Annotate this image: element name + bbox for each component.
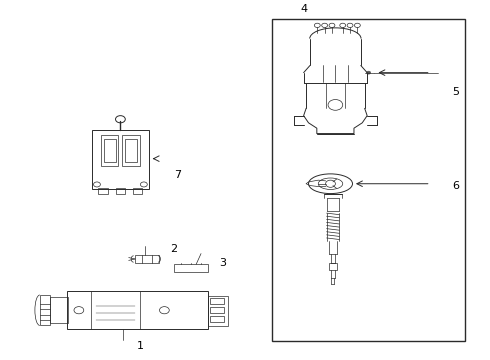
Bar	[98, 188, 108, 194]
Bar	[210, 298, 224, 305]
Text: 5: 5	[453, 87, 460, 97]
Bar	[49, 297, 68, 324]
Bar	[174, 264, 208, 271]
Bar	[67, 291, 208, 329]
Bar	[329, 263, 337, 270]
Text: 7: 7	[174, 170, 181, 180]
Bar	[101, 135, 119, 166]
Bar	[272, 19, 465, 341]
Text: 4: 4	[300, 4, 307, 14]
Bar	[40, 295, 49, 325]
Text: 6: 6	[453, 180, 460, 190]
Bar	[210, 307, 224, 314]
Bar	[210, 316, 224, 323]
Text: 2: 2	[171, 244, 178, 253]
Bar	[135, 255, 159, 262]
Text: 3: 3	[220, 258, 226, 268]
Text: 1: 1	[136, 341, 144, 351]
Bar	[104, 139, 116, 162]
Bar	[116, 188, 125, 194]
Bar	[208, 296, 228, 326]
Bar	[125, 139, 137, 162]
Circle shape	[367, 71, 370, 74]
Bar	[122, 135, 140, 166]
Bar	[133, 188, 143, 194]
Bar	[92, 130, 149, 189]
